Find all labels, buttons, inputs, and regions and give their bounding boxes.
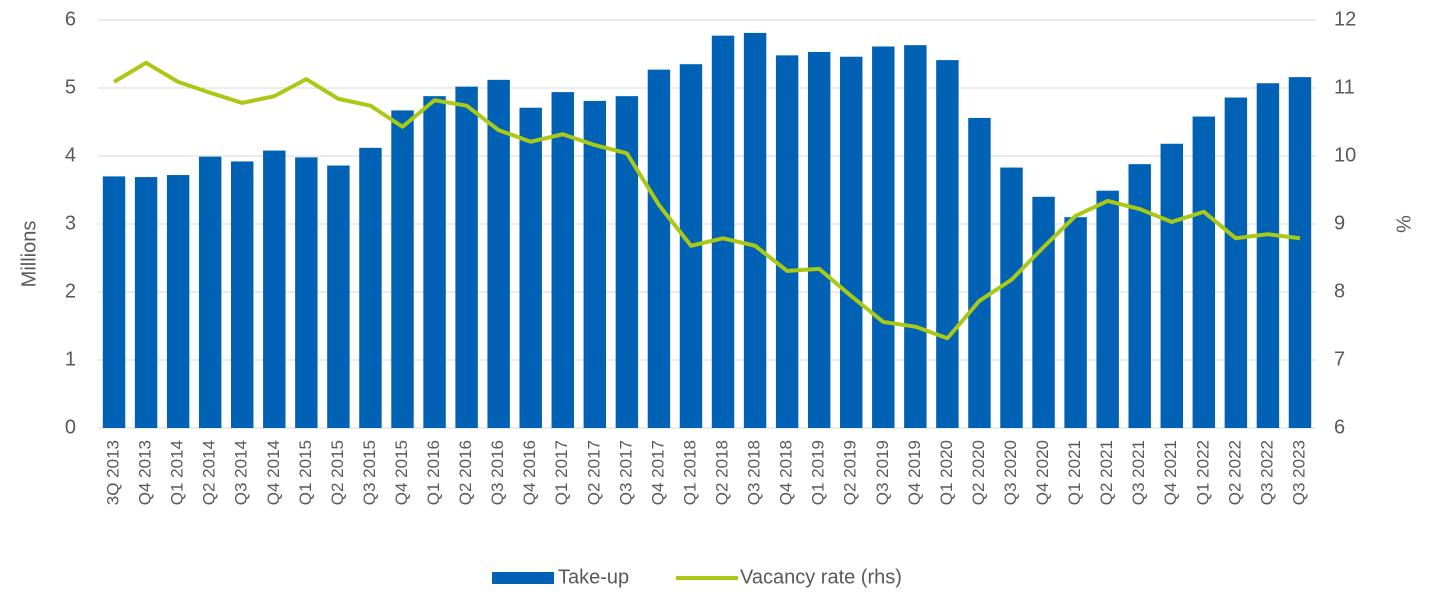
y-axis-title: Millions [18, 221, 40, 288]
bar [807, 51, 831, 429]
x-tick-label: Q1 2017 [552, 440, 571, 505]
x-tick-label: Q4 2014 [264, 440, 283, 505]
y2-tick-label: 7 [1334, 348, 1345, 370]
legend-label: Vacancy rate (rhs) [740, 566, 902, 588]
bar [519, 107, 542, 428]
bar [615, 96, 639, 428]
y2-tick-label: 9 [1334, 212, 1345, 234]
bar [904, 45, 927, 428]
bar [1160, 143, 1183, 428]
bar [872, 46, 895, 429]
y2-tick-label: 10 [1334, 144, 1356, 166]
x-tick-label: Q2 2021 [1097, 440, 1116, 505]
bar [423, 96, 446, 428]
x-tick-label: Q1 2019 [809, 440, 828, 505]
bar [1064, 217, 1087, 428]
x-tick-label: Q2 2017 [584, 440, 603, 505]
x-tick-label: Q1 2021 [1065, 440, 1084, 505]
bar [583, 100, 607, 429]
y2-tick-label: 6 [1334, 416, 1345, 438]
bar [1224, 97, 1248, 429]
legend-label: Take-up [558, 566, 629, 588]
x-tick-label: Q4 2021 [1161, 440, 1180, 505]
x-tick-label: Q3 2021 [1129, 440, 1148, 505]
line [113, 60, 1301, 341]
bar [647, 69, 671, 428]
x-tick-label: Q4 2013 [136, 440, 155, 505]
x-tick-label: Q1 2018 [680, 440, 699, 505]
bar [166, 175, 190, 428]
bar [840, 56, 863, 428]
x-tick-label: Q1 2016 [424, 440, 443, 505]
bar [968, 117, 991, 429]
bar [1128, 164, 1151, 428]
bar [1096, 190, 1119, 428]
bar [198, 156, 222, 428]
bar [743, 32, 767, 429]
x-tick-label: Q4 2015 [392, 440, 411, 505]
x-tick-label: Q3 2022 [1257, 440, 1276, 505]
y-tick-label: 6 [65, 8, 76, 30]
x-tick-label: Q2 2020 [969, 440, 988, 505]
x-tick-label: Q1 2015 [296, 440, 315, 505]
bar [1192, 116, 1216, 428]
bar [775, 55, 799, 429]
x-tick-label: Q1 2022 [1193, 440, 1212, 505]
y-tick-label: 1 [65, 348, 76, 370]
x-tick-label: Q3 2017 [616, 440, 635, 505]
bar [1032, 196, 1055, 428]
x-tick-label: Q3 2015 [360, 440, 379, 505]
y-tick-label: 0 [65, 416, 76, 438]
x-tick-label: Q4 2019 [905, 440, 924, 505]
bar [487, 79, 510, 428]
bar [391, 110, 414, 428]
y2-tick-label: 12 [1334, 8, 1356, 30]
x-tick-label: Q2 2015 [328, 440, 347, 505]
bar [102, 176, 126, 428]
bar [551, 92, 574, 428]
y-tick-label: 2 [65, 280, 76, 302]
x-tick-label: Q3 2020 [1001, 440, 1020, 505]
y2-tick-label: 11 [1334, 76, 1355, 98]
x-tick-label: Q1 2020 [937, 440, 956, 505]
x-tick-label: Q3 2023 [1289, 440, 1308, 505]
bar [231, 161, 254, 428]
bar [359, 147, 382, 428]
bar [1256, 83, 1280, 429]
x-tick-label: Q4 2016 [520, 440, 539, 505]
bar [295, 157, 318, 429]
y-tick-label: 5 [65, 76, 76, 98]
y-tick-label: 4 [65, 144, 76, 166]
x-tick-label: Q1 2014 [168, 440, 187, 505]
x-tick-label: Q3 2016 [488, 440, 507, 505]
x-tick-label: Q4 2017 [648, 440, 667, 505]
x-tick-label: Q2 2014 [200, 440, 219, 505]
x-tick-label: 3Q 2013 [104, 440, 123, 505]
bar [1288, 77, 1312, 429]
x-tick-label: Q2 2018 [713, 440, 732, 505]
bar [134, 177, 158, 428]
x-tick-label: Q2 2016 [456, 440, 475, 505]
x-tick-label: Q4 2020 [1033, 440, 1052, 505]
x-tick-label: Q2 2019 [841, 440, 860, 505]
bar [327, 165, 350, 428]
y2-tick-label: 8 [1334, 280, 1345, 302]
x-tick-label: Q2 2022 [1225, 440, 1244, 505]
bar [263, 150, 286, 428]
bar [711, 35, 735, 428]
x-tick-label: Q4 2018 [777, 440, 796, 505]
bar [455, 86, 478, 428]
y2-axis-title: % [1392, 215, 1414, 233]
bar [936, 60, 959, 429]
y-tick-label: 3 [65, 212, 76, 234]
x-tick-label: Q3 2018 [745, 440, 764, 505]
legend-swatch [492, 572, 554, 584]
x-tick-label: Q3 2014 [232, 440, 251, 505]
bar [1000, 167, 1023, 428]
x-tick-label: Q3 2019 [873, 440, 892, 505]
